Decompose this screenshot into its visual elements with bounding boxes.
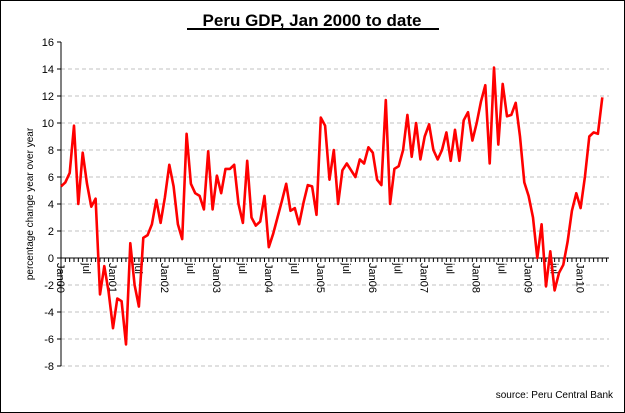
x-tick-label: Jan00 bbox=[54, 263, 66, 293]
y-tick-label: 4 bbox=[48, 199, 54, 211]
chart-title: Peru GDP, Jan 2000 to date bbox=[203, 11, 422, 30]
x-tick-label: Jan06 bbox=[366, 263, 378, 293]
y-tick-label: 10 bbox=[42, 118, 54, 130]
y-tick-label: 12 bbox=[42, 91, 54, 103]
x-tick-label: jul bbox=[80, 262, 92, 274]
y-tick-label: 14 bbox=[42, 64, 54, 76]
y-tick-label: 0 bbox=[48, 253, 54, 265]
x-tick-label: jul bbox=[496, 262, 508, 274]
y-tick-label: -2 bbox=[44, 280, 54, 292]
x-tick-label: Jan02 bbox=[158, 263, 170, 293]
y-axis-label: percentage change year over year bbox=[25, 127, 36, 280]
y-tick-label: 2 bbox=[48, 226, 54, 238]
x-tick-label: Jan07 bbox=[418, 263, 430, 293]
x-tick-label: jul bbox=[184, 262, 196, 274]
y-tick-label: -8 bbox=[44, 361, 54, 373]
x-tick-label: Jan04 bbox=[262, 263, 274, 293]
x-tick-label: Jan05 bbox=[314, 263, 326, 293]
x-tick-label: Jan01 bbox=[106, 263, 118, 293]
x-tick-label: jul bbox=[288, 262, 300, 274]
x-axis-ticks: Jan00 jul Jan01 jul Jan02 jul Jan03 jul Jan04 jul… bbox=[54, 258, 608, 293]
y-tick-label: 6 bbox=[48, 172, 54, 184]
y-tick-label: 8 bbox=[48, 145, 54, 157]
x-tick-label: jul bbox=[392, 262, 404, 274]
x-tick-label: jul bbox=[340, 262, 352, 274]
x-tick-label: jul bbox=[236, 262, 248, 274]
series-line-peru-gdp bbox=[60, 66, 604, 346]
source-note: source: Peru Central Bank bbox=[496, 390, 614, 401]
y-tick-label: -4 bbox=[44, 307, 54, 319]
y-axis-ticks: -8 -6 -4 -2 0 2 4 6 8 10 12 14 16 bbox=[42, 37, 61, 373]
y-tick-label: -6 bbox=[44, 334, 54, 346]
x-tick-label: Jan10 bbox=[574, 263, 586, 293]
x-tick-label: Jan09 bbox=[522, 263, 534, 293]
x-tick-label: Jan03 bbox=[210, 263, 222, 293]
x-tick-label: jul bbox=[444, 262, 456, 274]
x-tick-label: Jan08 bbox=[470, 263, 482, 293]
y-tick-label: 16 bbox=[42, 37, 54, 49]
